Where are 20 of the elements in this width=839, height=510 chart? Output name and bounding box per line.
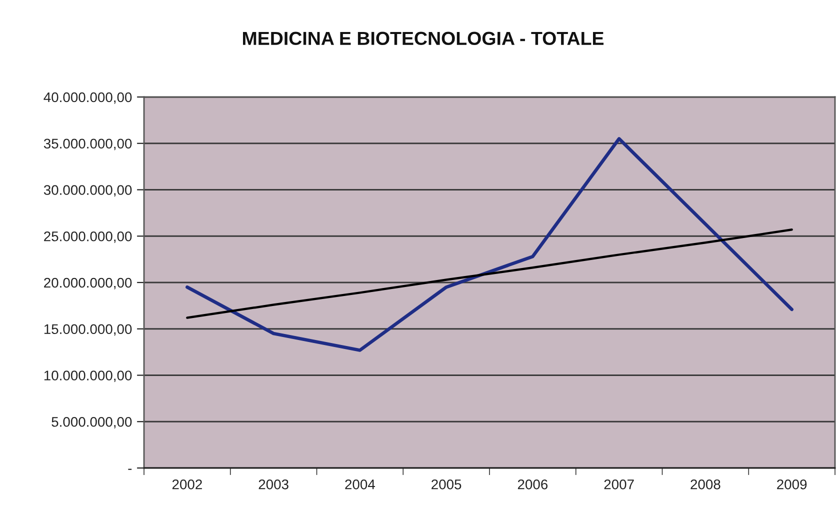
y-tick-label: 5.000.000,00 <box>52 416 132 428</box>
y-tick-label: 40.000.000,00 <box>44 92 132 104</box>
x-tick-label: 2006 <box>518 479 548 490</box>
line-series <box>186 137 794 352</box>
line-series <box>186 228 793 319</box>
y-tick-label: 25.000.000,00 <box>44 231 132 243</box>
y-tick-label: 10.000.000,00 <box>44 370 132 382</box>
y-tick-label: 30.000.000,00 <box>44 185 132 197</box>
x-tick-label: 2008 <box>690 479 720 490</box>
x-tick-label: 2007 <box>604 479 634 490</box>
chart-title: MEDICINA E BIOTECNOLOGIA - TOTALE <box>243 32 604 46</box>
x-tick-label: 2002 <box>172 479 202 490</box>
x-tick-label: 2005 <box>432 479 462 490</box>
x-tick-label: 2009 <box>777 479 807 490</box>
y-tick-label: 20.000.000,00 <box>44 278 132 290</box>
x-tick-label: 2004 <box>345 479 375 490</box>
x-tick-label: 2003 <box>258 479 288 490</box>
y-tick-label: - <box>128 468 132 470</box>
y-tick-label: 35.000.000,00 <box>44 138 132 150</box>
y-tick-label: 15.000.000,00 <box>44 324 132 336</box>
